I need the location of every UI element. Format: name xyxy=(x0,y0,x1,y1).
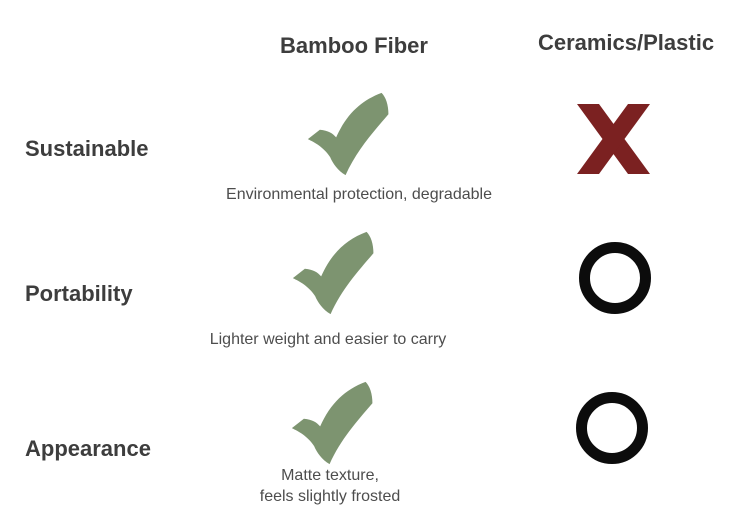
circle-icon xyxy=(579,242,651,314)
row-label-sustainable: Sustainable xyxy=(25,136,149,161)
circle-icon xyxy=(576,392,648,464)
row-label-appearance: Appearance xyxy=(25,436,151,461)
checkmark-icon xyxy=(291,381,373,465)
row-label-portability: Portability xyxy=(25,281,133,306)
column-header-bamboo-fiber: Bamboo Fiber xyxy=(280,33,428,58)
cross-icon xyxy=(577,104,650,174)
checkmark-icon xyxy=(292,231,374,315)
checkmark-icon xyxy=(307,92,389,176)
check-caption-portability: Lighter weight and easier to carry xyxy=(209,331,447,348)
check-caption-sustainable: Environmental protection, degradable xyxy=(226,186,492,203)
check-caption-appearance: Matte texture, feels slightly frosted xyxy=(259,467,401,505)
column-header-ceramics-plastic: Ceramics/Plastic xyxy=(537,30,715,55)
